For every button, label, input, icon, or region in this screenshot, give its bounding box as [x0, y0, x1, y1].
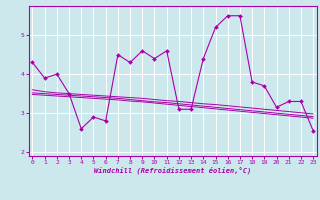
- X-axis label: Windchill (Refroidissement éolien,°C): Windchill (Refroidissement éolien,°C): [94, 167, 252, 174]
